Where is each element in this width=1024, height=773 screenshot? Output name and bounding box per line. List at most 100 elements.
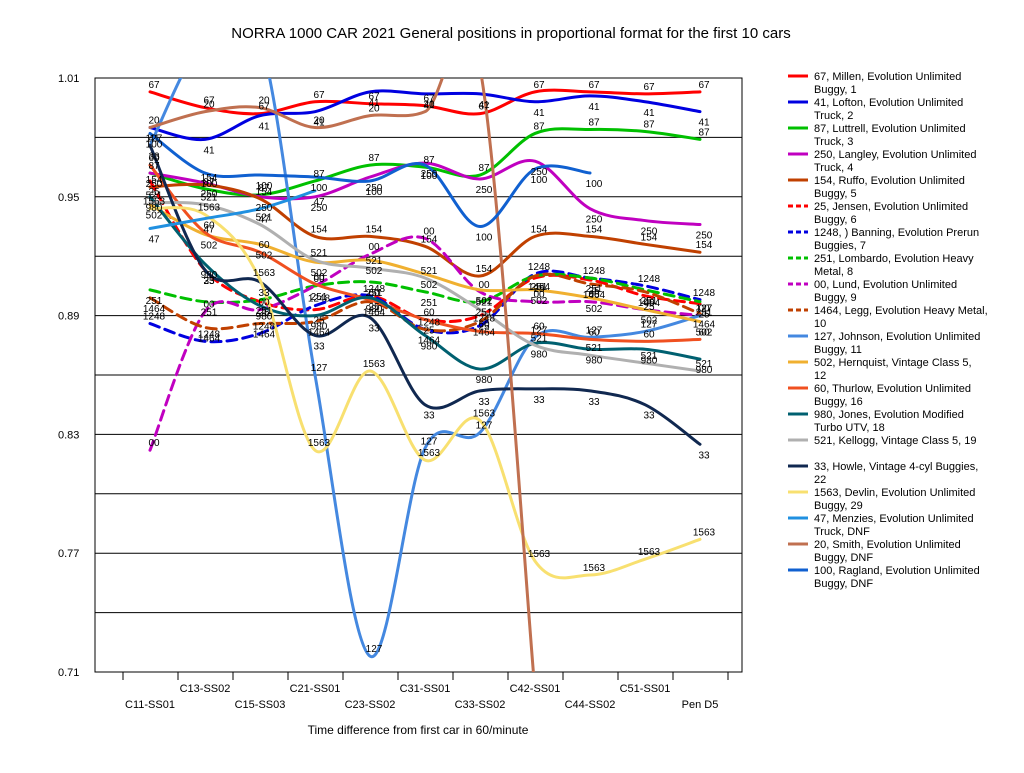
- point-label: 502: [531, 296, 548, 307]
- point-label: 33: [698, 450, 710, 461]
- point-label: 251: [531, 282, 548, 293]
- point-label: 25: [478, 322, 490, 333]
- series-line-47: [148, 189, 317, 230]
- point-label: 502: [201, 240, 218, 251]
- point-label: 521: [201, 193, 218, 204]
- point-label: 47: [313, 197, 325, 208]
- point-label: 60: [148, 153, 160, 164]
- point-label: 87: [588, 117, 600, 128]
- series-line-00: [148, 235, 702, 452]
- point-label: 00: [148, 438, 160, 449]
- point-label: 1464: [363, 308, 386, 319]
- point-label: 251: [586, 284, 603, 295]
- legend-entry: 1464, Legg, Evolution Heavy Metal, 10: [814, 305, 988, 330]
- point-label: 60: [313, 272, 325, 283]
- point-label: 980: [146, 203, 163, 214]
- point-label: 47: [203, 225, 215, 236]
- y-tick-label: 0.89: [58, 311, 79, 323]
- legend-entry: 250, Langley, Evolution Unlimited Truck, …: [814, 149, 976, 174]
- point-label: 00: [258, 298, 270, 309]
- series-line-980: [148, 195, 702, 371]
- point-label: 67: [478, 102, 490, 113]
- point-label: 251: [421, 298, 438, 309]
- point-label: 87: [258, 183, 270, 194]
- point-label: 1248: [693, 288, 716, 299]
- point-label: 502: [586, 304, 603, 315]
- series-line-60: [148, 163, 702, 343]
- point-label: 250: [641, 227, 658, 238]
- series-line-100: [148, 131, 592, 229]
- point-label: 250: [146, 179, 163, 190]
- x-tick-label: C42-SS01: [510, 683, 561, 695]
- legend-entry: 20, Smith, Evolution Unlimited Buggy, DNF: [814, 539, 961, 564]
- point-label: 250: [366, 183, 383, 194]
- point-label: 41: [148, 134, 160, 145]
- point-label: 67: [698, 80, 710, 91]
- point-label: 100: [366, 187, 383, 198]
- point-label: 1563: [418, 448, 441, 459]
- point-label: 100: [201, 179, 218, 190]
- point-label: 41: [588, 102, 600, 113]
- point-label: 20: [423, 100, 435, 111]
- point-label: 1563: [363, 359, 386, 370]
- point-label: 1248: [583, 266, 606, 277]
- point-label: 251: [476, 308, 493, 319]
- point-label: 41: [258, 122, 270, 133]
- point-label: 33: [368, 324, 380, 335]
- point-label: 502: [696, 328, 713, 339]
- point-label: 60: [698, 327, 710, 338]
- point-label: 41: [423, 100, 435, 111]
- x-tick-label: C51-SS01: [620, 683, 671, 695]
- point-label: 00: [588, 290, 600, 301]
- point-label: 33: [313, 341, 325, 352]
- point-label: 41: [698, 118, 710, 129]
- point-label: 1464: [583, 290, 606, 301]
- point-label: 1464: [253, 330, 276, 341]
- point-label: 251: [366, 288, 383, 299]
- point-label: 20: [203, 100, 215, 111]
- point-label: 67: [148, 80, 160, 91]
- legend-entry: 1248, ) Banning, Evolution Prerun Buggies…: [814, 227, 979, 252]
- series-line-20: [148, 78, 535, 672]
- axis-layer: 1.01 0.95 0.89 0.83 0.77 0.71 C11-SS01 C13-SS02…: [58, 73, 729, 711]
- point-label: 00: [423, 226, 435, 237]
- point-label: 127: [366, 644, 383, 655]
- legend-entry: 00, Lund, Evolution Unlimited Buggy, 9: [814, 279, 957, 304]
- point-label: 1563: [693, 527, 716, 538]
- point-label: 60: [203, 220, 215, 231]
- series-line-67: [148, 88, 702, 116]
- point-label: 1464: [528, 282, 551, 293]
- point-label: 251: [146, 296, 163, 307]
- legend-entry: 251, Lombardo, Evolution Heavy Metal, 8: [814, 253, 974, 278]
- point-label: 1563: [143, 197, 166, 208]
- legend-entry: 502, Hernquist, Vintage Class 5, 12: [814, 357, 972, 382]
- point-label: 154: [311, 224, 328, 235]
- point-label: 67: [423, 94, 435, 105]
- point-label: 1248: [473, 314, 496, 325]
- point-label: 41: [313, 118, 325, 129]
- point-label: 100: [586, 179, 603, 190]
- point-label: 1248: [253, 321, 276, 332]
- point-label: 20: [368, 104, 380, 115]
- point-label: 251: [256, 306, 273, 317]
- series-line-251: [148, 272, 702, 305]
- point-label: 251: [201, 308, 218, 319]
- point-label: 41: [533, 108, 545, 119]
- chart-title: NORRA 1000 CAR 2021 General positions in…: [231, 25, 790, 42]
- point-label: 127: [696, 304, 713, 315]
- point-label: 980: [311, 322, 328, 333]
- point-label: 60: [643, 329, 655, 340]
- point-label: 1464: [418, 335, 441, 346]
- point-label: 980: [476, 375, 493, 386]
- legend-entry: 25, Jensen, Evolution Unlimited Buggy, 6: [814, 201, 968, 226]
- point-label: 502: [366, 266, 383, 277]
- point-label: 154: [146, 175, 163, 186]
- point-label: 25: [643, 302, 655, 313]
- y-tick-label: 1.01: [58, 73, 79, 85]
- point-label: 00: [203, 300, 215, 311]
- point-label: 67: [533, 80, 545, 91]
- point-label: 521: [311, 248, 328, 259]
- point-label: 521: [641, 351, 658, 362]
